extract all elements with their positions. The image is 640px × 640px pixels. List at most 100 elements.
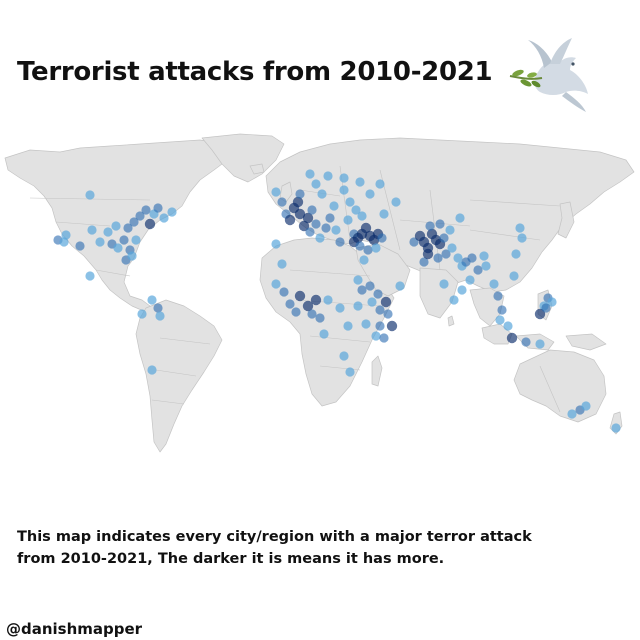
attack-marker [310, 294, 322, 306]
olive-branch [509, 69, 543, 88]
attack-marker [343, 321, 353, 331]
attack-marker [567, 409, 577, 419]
attack-marker [511, 249, 521, 259]
attack-marker [127, 251, 137, 261]
landmass-madagascar [371, 355, 383, 387]
attack-marker [467, 253, 477, 263]
attack-marker [365, 189, 375, 199]
attack-marker [611, 423, 621, 433]
attack-marker [534, 308, 546, 320]
attack-marker [315, 313, 325, 323]
attack-marker [315, 233, 325, 243]
attack-marker [284, 214, 296, 226]
attack-marker [339, 173, 349, 183]
author-credit: @danishmapper [6, 620, 143, 638]
country-border-line [151, 399, 185, 405]
dove-with-olive-branch-icon [509, 38, 588, 112]
attack-marker [61, 230, 71, 240]
attack-marker [153, 303, 163, 313]
attack-marker [298, 220, 310, 232]
landmass-iceland [249, 163, 265, 175]
attack-marker [277, 197, 287, 207]
attack-marker [373, 289, 383, 299]
attack-marker [493, 291, 503, 301]
attack-marker [277, 259, 287, 269]
attack-marker [323, 171, 333, 181]
attack-marker [447, 243, 457, 253]
attack-marker [155, 311, 165, 321]
attack-marker [295, 189, 305, 199]
attack-marker [377, 233, 387, 243]
country-border-line [539, 365, 561, 413]
country-border-line [289, 269, 371, 277]
attack-marker [137, 309, 147, 319]
attack-marker [302, 212, 314, 224]
attack-marker [351, 205, 361, 215]
attack-marker [141, 205, 151, 215]
attack-marker [481, 261, 491, 271]
attack-marker [473, 265, 483, 275]
caption-line-1: This map indicates every city/region wit… [17, 529, 532, 545]
attack-marker [95, 237, 105, 247]
attack-marker [85, 271, 95, 281]
country-border-line [469, 229, 541, 241]
attack-marker [453, 253, 463, 263]
caption-line-2: from 2010-2021, The darker it is means i… [17, 551, 445, 567]
attack-marker [422, 248, 434, 260]
attack-marker [541, 303, 551, 313]
attack-marker [144, 218, 156, 230]
country-border-line [469, 199, 561, 207]
attack-marker [353, 275, 363, 285]
attack-marker [521, 337, 531, 347]
attack-marker [433, 253, 443, 263]
attack-marker [317, 189, 327, 199]
attack-marker [271, 187, 281, 197]
world-map [4, 133, 635, 453]
attack-marker [307, 309, 317, 319]
attack-marker [345, 367, 355, 377]
attack-marker [375, 321, 385, 331]
landmass-japan [557, 201, 575, 239]
attack-marker [379, 333, 389, 343]
landmass-sri-lanka [447, 315, 455, 327]
attack-marker [489, 279, 499, 289]
attack-marker [321, 223, 331, 233]
attack-marker [360, 222, 372, 234]
map-caption: This map indicates every city/region wit… [17, 526, 627, 570]
country-border-line [155, 369, 197, 377]
attack-marker [479, 251, 489, 261]
attack-marker [135, 211, 145, 221]
attack-marker [535, 339, 545, 349]
country-border-line [55, 221, 111, 227]
land-masses [4, 133, 635, 453]
attack-marker [353, 301, 363, 311]
attack-marker [291, 307, 301, 317]
attack-marker [75, 241, 85, 251]
attack-marker [305, 227, 315, 237]
attack-marker [455, 213, 465, 223]
landmass-india [419, 267, 459, 319]
attack-marker [547, 297, 557, 307]
attack-marker [159, 213, 169, 223]
attack-markers [53, 169, 621, 433]
attack-marker [319, 329, 329, 339]
attack-marker [294, 290, 306, 302]
attack-marker [379, 209, 389, 219]
landmass-uk [279, 181, 293, 203]
attack-marker [271, 279, 281, 289]
attack-marker [103, 227, 113, 237]
attack-marker [357, 285, 367, 295]
attack-marker [355, 177, 365, 187]
attack-marker [371, 331, 381, 341]
attack-marker [441, 249, 451, 259]
attack-marker [335, 237, 345, 247]
attack-marker [147, 295, 157, 305]
attack-marker [59, 237, 69, 247]
attack-marker [325, 213, 335, 223]
attack-marker [147, 365, 157, 375]
country-border-line [95, 269, 131, 277]
attack-marker [380, 296, 392, 308]
attack-marker [339, 185, 349, 195]
attack-marker [371, 243, 381, 253]
